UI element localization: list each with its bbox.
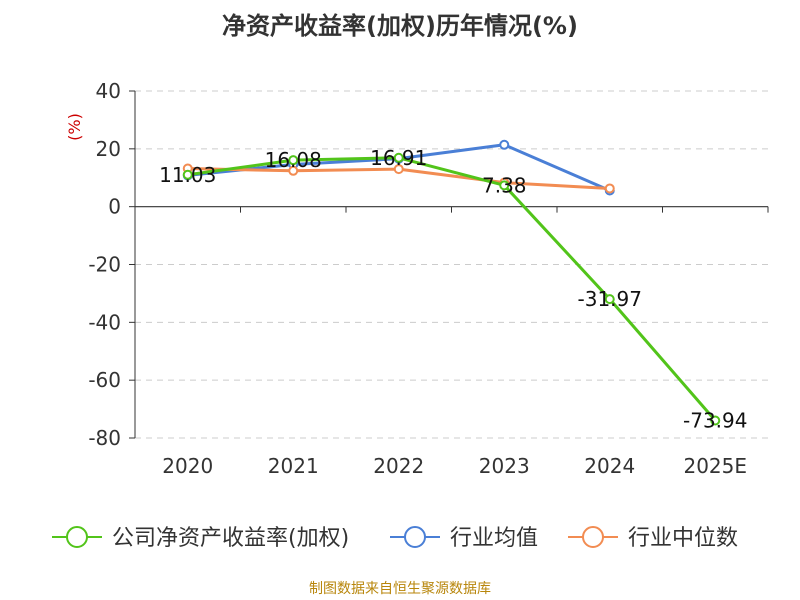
legend-marker <box>66 526 88 548</box>
y-tick-label: -20 <box>88 253 121 277</box>
legend-label: 行业均值 <box>450 526 538 551</box>
data-point <box>499 139 510 150</box>
x-tick-label: 2025E <box>683 454 747 478</box>
source-footer: 制图数据来自恒生聚源数据库 <box>309 581 491 597</box>
data-point <box>288 155 299 166</box>
legend-label: 公司净资产收益率(加权) <box>112 526 349 551</box>
data-point <box>499 180 510 191</box>
legend-marker <box>404 526 426 548</box>
x-tick-label: 2024 <box>584 454 635 478</box>
data-point <box>288 165 299 176</box>
data-label: -73.94 <box>683 408 747 432</box>
y-tick-label: -60 <box>88 368 121 392</box>
x-tick-label: 2022 <box>373 454 424 478</box>
y-axis-label: (%) <box>65 113 84 141</box>
data-point <box>604 183 615 194</box>
data-point <box>393 152 404 163</box>
x-tick-label: 2020 <box>162 454 213 478</box>
data-label: -31.97 <box>578 287 642 311</box>
y-tick-label: -40 <box>88 310 121 334</box>
data-point <box>604 294 615 305</box>
x-tick-label: 2023 <box>479 454 530 478</box>
data-label: 16.08 <box>265 148 322 172</box>
x-tick-label: 2021 <box>268 454 319 478</box>
data-label: 11.03 <box>159 163 216 187</box>
legend-label: 行业中位数 <box>628 526 738 551</box>
y-tick-label: 20 <box>96 137 121 161</box>
data-label: 7.38 <box>482 173 527 197</box>
data-label: 16.91 <box>370 146 427 170</box>
series-line-0 <box>187 156 717 422</box>
data-point <box>710 415 721 426</box>
data-point <box>182 169 193 180</box>
legend-marker <box>582 526 604 548</box>
y-tick-label: 40 <box>96 79 121 103</box>
y-tick-label: 0 <box>108 195 121 219</box>
data-point <box>393 164 404 175</box>
y-tick-label: -80 <box>88 426 121 450</box>
chart-title: 净资产收益率(加权)历年情况(%) <box>222 12 578 40</box>
